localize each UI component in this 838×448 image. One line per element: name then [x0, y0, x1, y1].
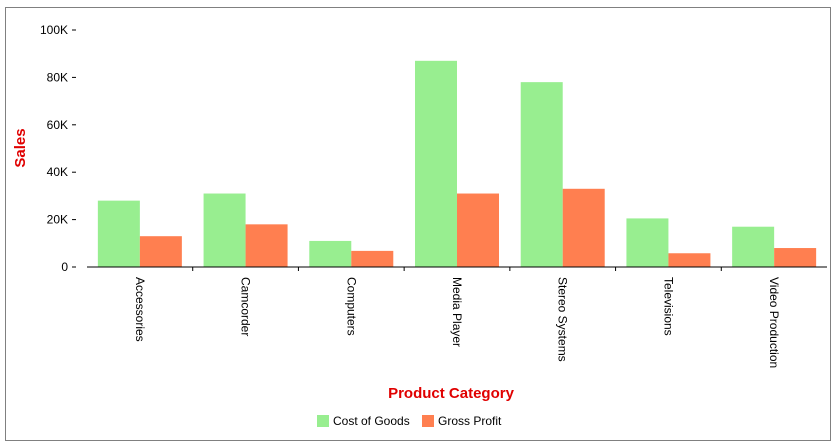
y-tick-label: 40K — [47, 165, 68, 179]
y-axis-ticks: 0 20K 40K 60K 80K 100K — [40, 23, 76, 274]
bar-cost-of-goods — [415, 60, 457, 268]
y-tick-label: 80K — [47, 70, 68, 84]
x-tick-label: Media Player — [450, 277, 464, 347]
x-tick-label: Computers — [344, 277, 358, 336]
y-tick-label: 60K — [47, 118, 68, 132]
y-tick-label: 100K — [40, 23, 68, 37]
y-tick-label: 20K — [47, 213, 68, 227]
bar-cost-of-goods — [520, 82, 563, 267]
x-axis-ticks: Accessories Camcorder Computers Media Playe… — [133, 267, 781, 368]
bar-gross-profit — [245, 224, 288, 267]
legend-swatch — [317, 415, 329, 427]
bar-gross-profit — [774, 248, 817, 267]
bar-gross-profit — [351, 250, 394, 267]
bar-gross-profit — [562, 188, 605, 267]
legend: Cost of Goods Gross Profit — [317, 414, 502, 428]
legend-label: Gross Profit — [438, 414, 502, 428]
y-axis-title: Sales — [12, 128, 29, 167]
legend-swatch — [422, 415, 434, 427]
bar-cost-of-goods — [309, 240, 352, 267]
x-axis-title: Product Category — [388, 385, 515, 402]
y-tick-label: 0 — [61, 260, 68, 274]
x-tick-label: Stereo Systems — [556, 277, 570, 362]
bar-cost-of-goods — [97, 200, 140, 267]
bar-gross-profit — [668, 253, 711, 267]
bar-cost-of-goods — [203, 193, 246, 267]
x-tick-label: Televisions — [661, 277, 675, 336]
x-tick-label: Camcorder — [239, 277, 253, 336]
x-tick-label: Accessories — [133, 277, 147, 342]
legend-label: Cost of Goods — [333, 414, 410, 428]
bar-gross-profit — [457, 193, 499, 267]
x-tick-label: Video Production — [767, 277, 781, 368]
bar-cost-of-goods — [626, 218, 669, 267]
bars — [97, 60, 817, 268]
bar-gross-profit — [139, 236, 182, 267]
bar-cost-of-goods — [732, 226, 775, 267]
